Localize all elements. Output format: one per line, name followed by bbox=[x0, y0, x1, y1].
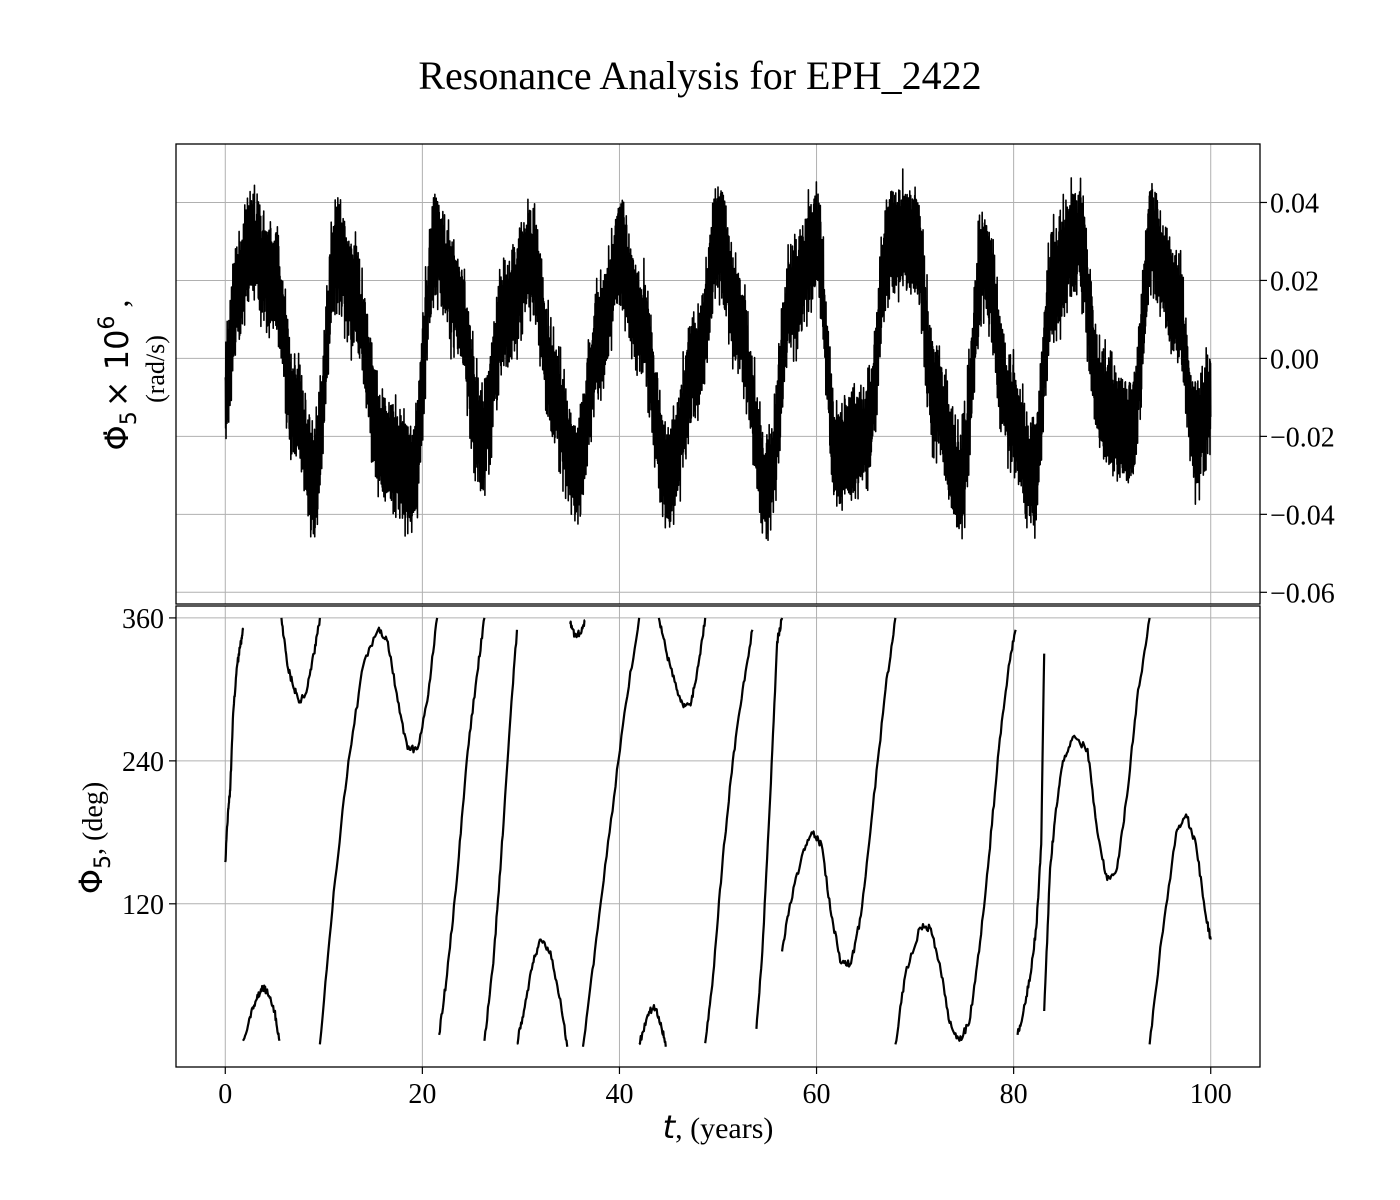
bottom-series-segment bbox=[1016, 653, 1046, 1035]
top-y-tick-label: −0.02 bbox=[1270, 422, 1335, 453]
top-ylabel-factor: × 10 bbox=[98, 330, 136, 408]
top-ylabel-exponent: 6 bbox=[95, 316, 120, 330]
bottom-y-axis-label: Φ5, (deg) bbox=[72, 782, 116, 894]
bottom-y-tick-label: 120 bbox=[122, 890, 164, 921]
x-ticks: 0 20 40 60 80 100 bbox=[218, 1067, 1232, 1110]
bottom-series-segment bbox=[438, 617, 486, 1036]
top-ylabel-units: (rad/s) bbox=[141, 335, 170, 403]
bottom-series-segment bbox=[242, 984, 281, 1042]
bottom-y-tick-label: 360 bbox=[122, 604, 164, 635]
x-tick-label: 60 bbox=[803, 1079, 831, 1110]
bottom-series-segment bbox=[1043, 617, 1151, 1012]
bottom-series-segment bbox=[569, 619, 586, 639]
x-tick-label: 20 bbox=[408, 1079, 436, 1110]
bottom-series-segment bbox=[755, 617, 784, 1029]
top-ylabel-subscript: 5 bbox=[117, 411, 142, 425]
top-y-tick-label: 0.00 bbox=[1270, 344, 1319, 375]
bottom-ylabel-units: , (deg) bbox=[78, 782, 109, 855]
bottom-series-segment bbox=[704, 629, 754, 1044]
top-panel-y-ticks: 0.04 0.02 0.00 −0.02 −0.04 −0.06 bbox=[1260, 188, 1335, 609]
bottom-series-segment bbox=[581, 617, 641, 1047]
bottom-panel-frame bbox=[175, 605, 1261, 1068]
bottom-series-segment bbox=[483, 629, 519, 1041]
bottom-series-segment bbox=[638, 1003, 667, 1047]
bottom-panel-y-ticks: 360 240 120 bbox=[122, 604, 176, 921]
top-panel-series bbox=[224, 168, 1212, 542]
svg-text:Φ̇5× 106,: Φ̇5 × 106, bbox=[95, 300, 142, 451]
chart-title: Resonance Analysis for EPH_2422 bbox=[418, 53, 982, 98]
svg-text:Φ5, (deg): Φ5, (deg) bbox=[72, 782, 116, 894]
bottom-ylabel-subscript: 5 bbox=[91, 855, 116, 869]
bottom-panel-grid bbox=[176, 606, 1260, 1067]
xlabel-units: , (years) bbox=[675, 1112, 773, 1145]
top-y-tick-label: 0.04 bbox=[1270, 188, 1319, 219]
bottom-series-segment bbox=[224, 627, 245, 863]
x-tick-label: 80 bbox=[1000, 1079, 1028, 1110]
top-y-axis-label: Φ̇5 × 106, (rad/s) bbox=[95, 300, 170, 451]
bottom-series-segment bbox=[318, 617, 439, 1045]
bottom-series-segment bbox=[516, 938, 569, 1047]
bottom-series-segment bbox=[1148, 813, 1212, 1045]
bottom-ylabel-symbol: Φ bbox=[72, 869, 110, 894]
top-ylabel-separator: , bbox=[99, 300, 135, 308]
top-ylabel-symbol: Φ̇ bbox=[98, 425, 136, 450]
x-axis-label: t, (years) bbox=[663, 1108, 774, 1146]
xlabel-symbol: t bbox=[663, 1108, 677, 1146]
bottom-series-segment bbox=[280, 617, 321, 704]
bottom-series-segment bbox=[657, 617, 707, 709]
top-panel-frame bbox=[175, 143, 1261, 605]
bottom-panel-series bbox=[224, 617, 1212, 1047]
top-y-tick-label: −0.06 bbox=[1270, 578, 1335, 609]
x-tick-label: 100 bbox=[1190, 1079, 1232, 1110]
bottom-series-segment bbox=[894, 629, 1017, 1045]
top-series-line bbox=[224, 168, 1212, 542]
top-y-tick-label: −0.04 bbox=[1270, 500, 1335, 531]
x-tick-label: 0 bbox=[218, 1079, 232, 1110]
top-y-tick-label: 0.02 bbox=[1270, 266, 1319, 297]
bottom-y-tick-label: 240 bbox=[122, 747, 164, 778]
bottom-series-segment bbox=[780, 617, 897, 968]
x-tick-label: 40 bbox=[605, 1079, 633, 1110]
